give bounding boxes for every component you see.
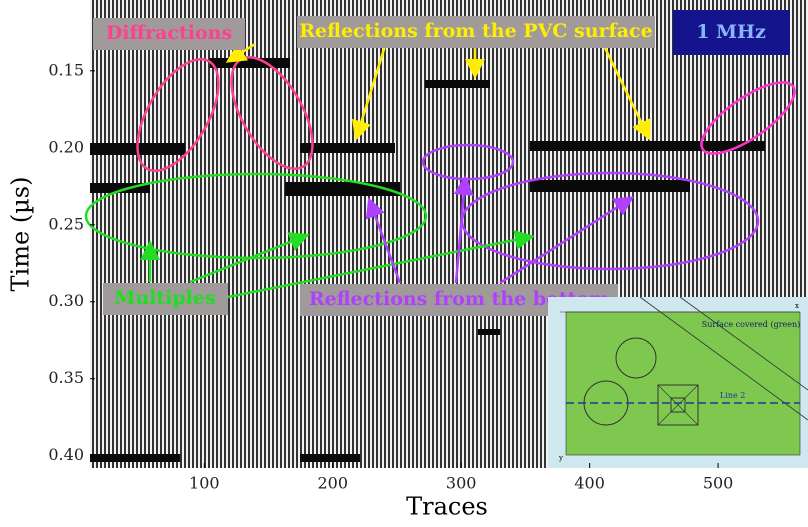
inset-title: Surface covered (green) [702, 320, 801, 329]
x-tick-label: 100 [189, 474, 220, 493]
inset-line-label: Line 2 [720, 391, 745, 400]
y-tick-label: 0.40 [48, 445, 84, 464]
x-tick-label: 300 [446, 474, 477, 493]
y-axis-label: Time (µs) [7, 177, 35, 292]
x-tick-label: 200 [317, 474, 348, 493]
x-tick-label: 400 [574, 474, 605, 493]
annotation: Multiples [114, 287, 215, 309]
inset-x-label: x [795, 302, 799, 310]
y-tick-label: 0.25 [48, 214, 84, 233]
inset-y-label: y [558, 454, 563, 462]
reflections [90, 58, 765, 462]
annotation: Diffractions [106, 22, 232, 44]
annotation: 1 MHz [696, 21, 766, 43]
labels: Diffractions Reflections from the PVC su… [93, 10, 790, 316]
annotation: Reflections from the PVC surface [299, 20, 652, 42]
x-axis-label: Traces [406, 493, 488, 521]
y-tick-label: 0.20 [48, 137, 84, 156]
annotation: Reflections from the bottom [309, 288, 609, 310]
outlines [84, 42, 796, 299]
y-tick-label: 0.30 [48, 291, 84, 310]
y-tick-label: 0.35 [48, 368, 84, 387]
inset: Surface covered (green) Line 2 x y [548, 296, 808, 468]
y-tick-label: 0.15 [48, 60, 84, 79]
x-tick-label: 500 [703, 474, 734, 493]
